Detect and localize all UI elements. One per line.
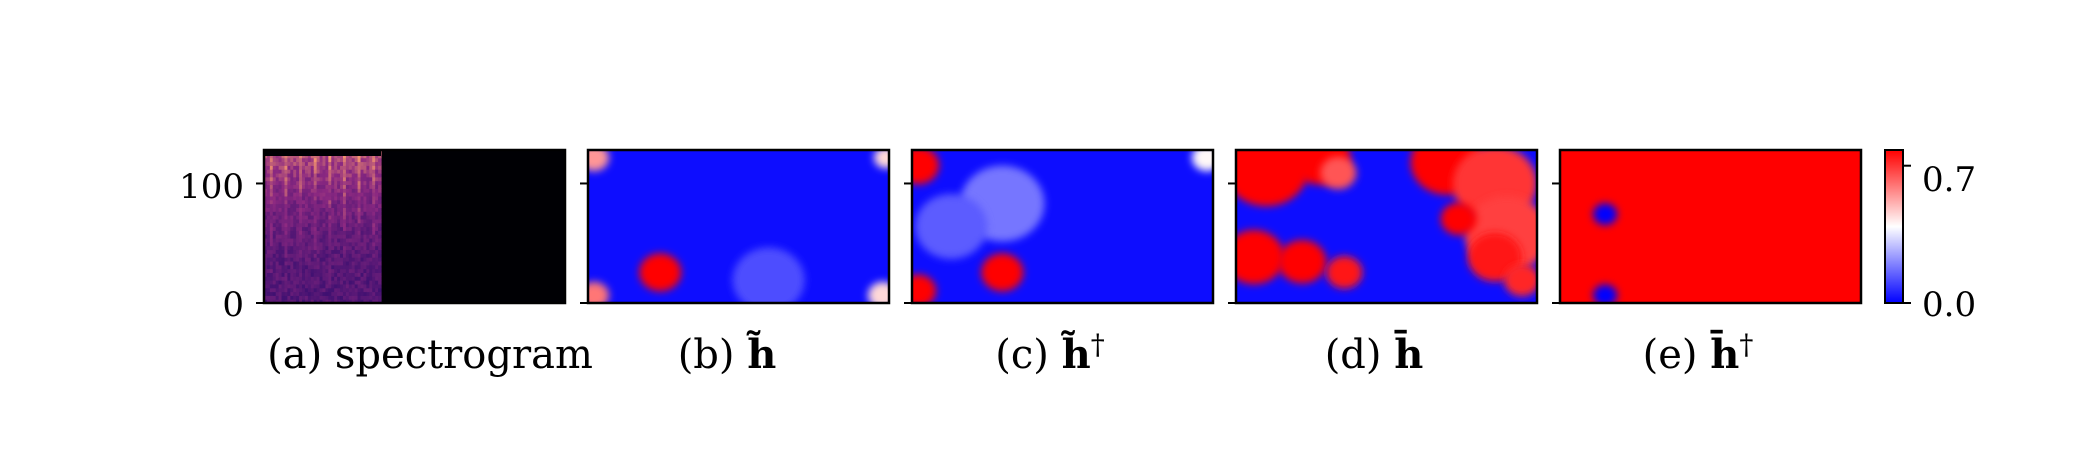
panel-e-frame [1558,148,1863,305]
colorbar-bar [1884,149,1904,304]
heatmap-blob [1326,256,1363,289]
heatmap-blob [588,281,610,303]
caption-c-dagger: † [1091,328,1105,361]
caption-e-symbol: h̄ [1710,331,1740,378]
heatmap-blob [873,150,889,169]
panel-b-frame [586,148,891,305]
heatmap-blob [912,274,937,303]
heatmap-blob [867,281,889,303]
caption-e-dagger: † [1739,328,1753,361]
panel-d-image [1236,150,1537,303]
panel-c-frame [910,148,1215,305]
heatmap-blob [1440,202,1477,236]
caption-d-symbol: h̄ [1394,331,1424,378]
heatmap-blob [1593,203,1618,226]
panel-e-image [1560,150,1861,303]
heatmap-blob [1191,150,1213,172]
panel-d [1228,148,1539,305]
heatmap-blob [1278,240,1327,284]
heatmap-blob [1593,284,1618,303]
heatmap-blob [912,150,940,185]
panel-b [580,148,891,305]
heatmap-blob [1503,263,1537,297]
caption-c-prefix: (c) [995,332,1061,378]
caption-b-symbol: h̃ [747,331,777,378]
panel-b-image [588,150,889,303]
heatmap-blob [1236,150,1309,207]
caption-c-symbol: h̃ [1061,331,1091,378]
heatmap-blob [915,193,988,260]
panel-c-image [912,150,1213,303]
caption-e-prefix: (e) [1643,332,1711,378]
heatmap-blob [1236,230,1285,285]
panel-a [262,148,567,305]
ytick-label-0: 0 [222,285,244,325]
heatmap-blob [732,247,805,303]
caption-d-prefix: (d) [1325,332,1395,378]
caption-e: (e) h̄† [1643,328,1754,378]
panel-d-frame [1234,148,1539,305]
caption-b: (b) h̃ [678,331,777,378]
caption-c: (c) h̃† [995,328,1104,378]
heatmap-blob [639,253,682,292]
colorbar-tick-label-low: 0.0 [1922,285,1976,325]
heatmap-background [1560,150,1861,303]
heatmap-blob [1320,156,1357,190]
caption-a: (a) spectrogram [267,332,593,378]
spectrogram-cells [264,150,382,303]
panel-e [1552,148,1863,305]
heatmap-blob [1467,232,1522,282]
colorbar-tick-label-high: 0.7 [1922,160,1976,200]
ytick-label-100: 100 [179,167,244,207]
colorbar [1884,149,1911,304]
panel-a-frame [262,148,567,305]
heatmap-blob [588,150,610,172]
spectrogram-top-edge [264,150,381,156]
caption-b-prefix: (b) [678,332,748,378]
panel-a-image [264,150,565,303]
heatmap-blob [981,253,1024,292]
caption-d: (d) h̄ [1325,331,1424,378]
panel-c [904,148,1215,305]
